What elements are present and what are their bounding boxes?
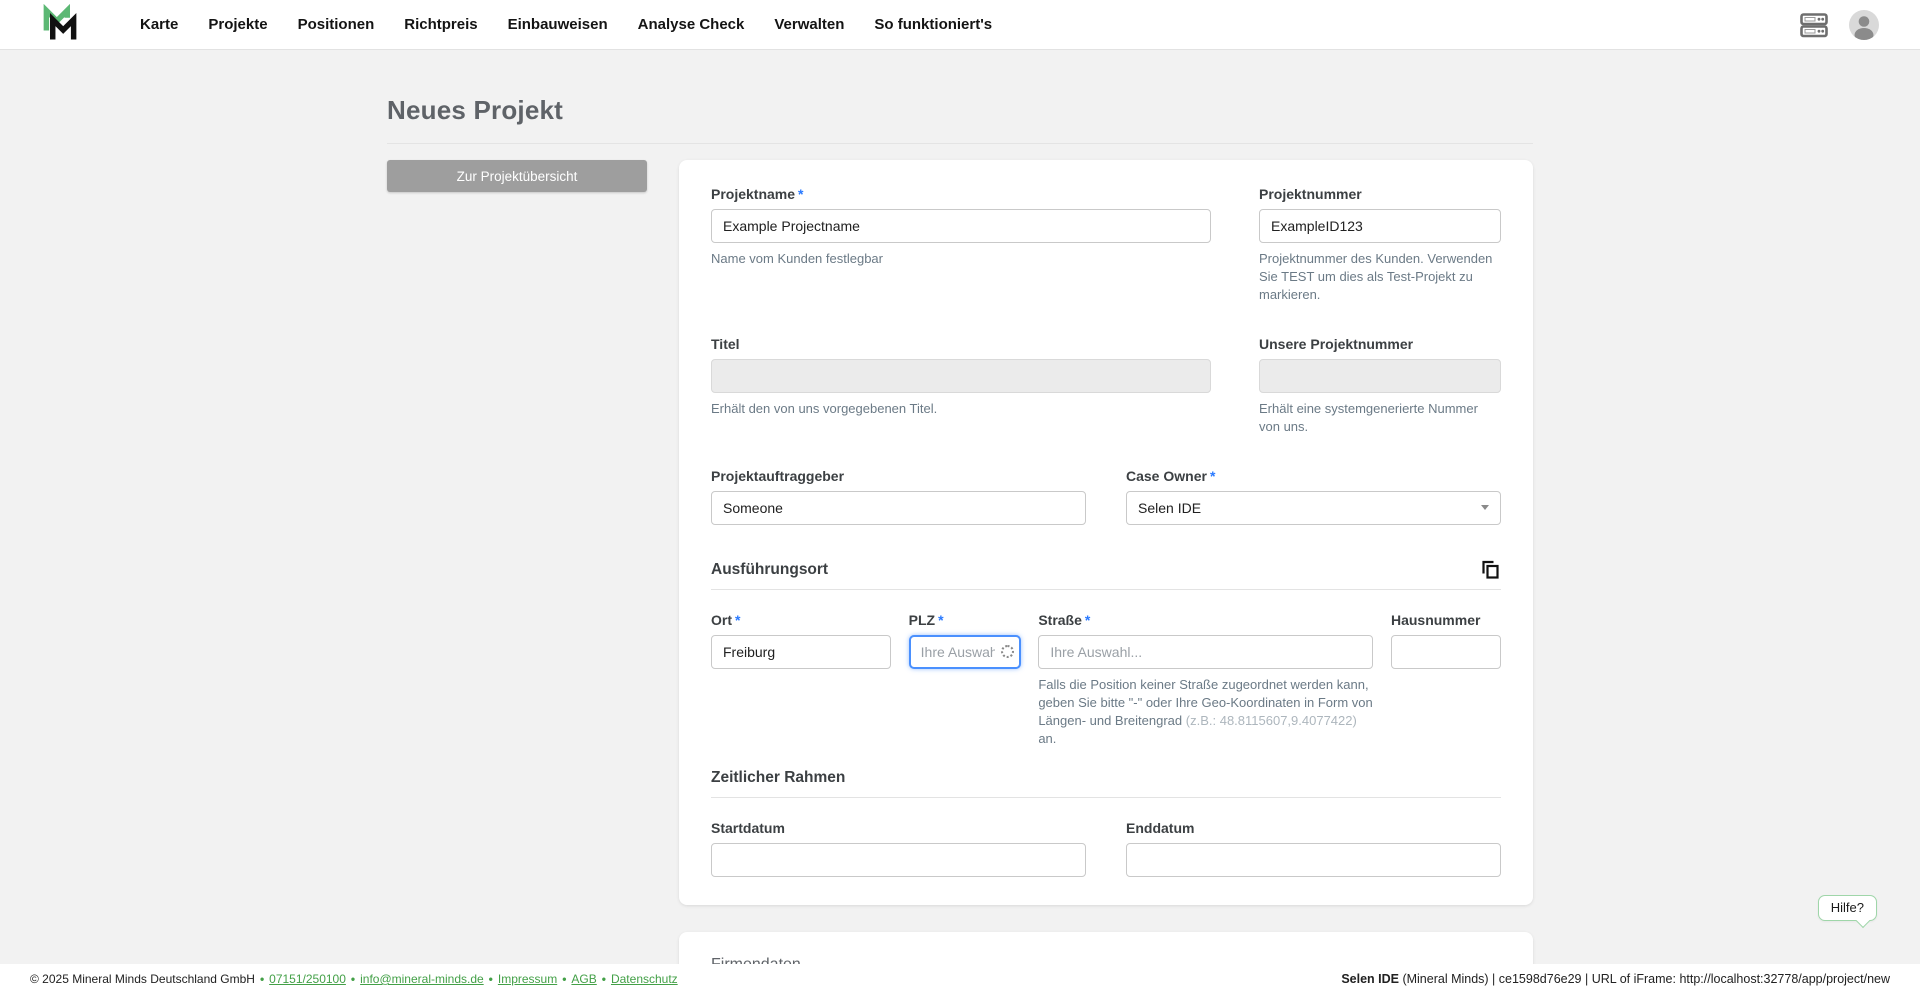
- nav-right-icons: [1800, 9, 1880, 41]
- unsere-projektnummer-label: Unsere Projektnummer: [1259, 335, 1414, 352]
- phone-link[interactable]: 07151/250100: [269, 972, 346, 986]
- startdatum-input[interactable]: [711, 843, 1086, 878]
- hilfe-button[interactable]: Hilfe?: [1817, 895, 1877, 929]
- case-owner-selected-value: Selen IDE: [1138, 499, 1202, 516]
- unsere-projektnummer-field: Unsere Projektnummer Erhält eine systemg…: [1259, 336, 1501, 436]
- unsere-projektnummer-hint: Erhält eine systemgenerierte Nummer von …: [1259, 400, 1478, 434]
- ort-input[interactable]: [711, 634, 891, 669]
- required-marker: *: [1084, 611, 1091, 628]
- hausnummer-field: Hausnummer: [1390, 611, 1501, 748]
- titel-field: Titel Erhält den von uns vorgegebenen Ti…: [711, 336, 1211, 436]
- ausfuehrungsort-section-header: Ausführungsort: [711, 559, 1501, 590]
- projektnummer-hint: Projektnummer des Kunden. Verwenden Sie …: [1259, 251, 1493, 302]
- footer-legal: © 2025 Mineral Minds Deutschland GmbH • …: [30, 972, 678, 986]
- titel-label: Titel: [711, 335, 740, 352]
- required-marker: *: [798, 186, 804, 202]
- plz-label: PLZ *: [908, 611, 944, 628]
- email-link[interactable]: info@mineral-minds.de: [360, 972, 484, 986]
- projektname-input[interactable]: [711, 209, 1211, 243]
- nav-item-analyse-check[interactable]: Analyse Check: [637, 16, 745, 33]
- projektname-hint: Name vom Kunden festlegbar: [711, 251, 883, 266]
- enddatum-label: Enddatum: [1126, 820, 1195, 837]
- projektnummer-input[interactable]: [1259, 209, 1501, 243]
- projektauftraggeber-field: Projektauftraggeber: [711, 468, 1086, 525]
- top-navigation: Karte Projekte Positionen Richtpreis Ein…: [0, 0, 1920, 50]
- unsere-projektnummer-input: [1259, 358, 1501, 393]
- strasse-field: Straße* Falls die Position keiner Straße…: [1038, 611, 1374, 748]
- agb-link[interactable]: AGB: [571, 972, 597, 986]
- case-owner-label: Case Owner *: [1126, 467, 1216, 484]
- required-marker: *: [938, 611, 944, 628]
- session-user: Selen IDE: [1341, 972, 1399, 986]
- enddatum-input[interactable]: [1126, 843, 1501, 878]
- case-owner-field: Case Owner * Selen IDE: [1126, 468, 1501, 525]
- titel-hint: Erhält den von uns vorgegebenen Titel.: [711, 400, 938, 416]
- ort-field: Ort *: [711, 612, 891, 748]
- loading-spinner-icon: [1000, 644, 1014, 658]
- projektauftraggeber-label: Projektauftraggeber: [711, 467, 845, 484]
- main-menu: Karte Projekte Positionen Richtpreis Ein…: [140, 16, 992, 33]
- ausfuehrungsort-heading: Ausführungsort: [711, 560, 829, 578]
- titel-input: [711, 358, 1211, 393]
- page-title: Neues Projekt: [387, 95, 1533, 144]
- zur-projektuebersicht-button[interactable]: Zur Projektübersicht: [387, 160, 647, 192]
- server-stack-icon[interactable]: [1800, 11, 1828, 39]
- footer: © 2025 Mineral Minds Deutschland GmbH • …: [0, 964, 1920, 994]
- case-owner-select[interactable]: Selen IDE: [1126, 490, 1501, 525]
- strasse-label: Straße *: [1038, 611, 1091, 628]
- required-marker: *: [1209, 467, 1216, 484]
- projektnummer-label: Projektnummer: [1259, 186, 1362, 202]
- projektname-field: Projektname* Name vom Kunden festlegbar: [711, 186, 1211, 304]
- strasse-hint: Falls die Position keiner Straße zugeord…: [1038, 676, 1373, 746]
- session-status-text: Selen IDE (Mineral Minds) | ce1598d76e29…: [1341, 972, 1890, 986]
- chevron-down-icon: [1481, 505, 1489, 511]
- nav-item-so-funktionierts[interactable]: So funktioniert's: [874, 16, 993, 33]
- hausnummer-input[interactable]: [1390, 634, 1501, 669]
- hilfe-label: Hilfe?: [1830, 900, 1864, 915]
- firmendaten-heading: Firmendaten: [711, 956, 801, 964]
- ort-label: Ort *: [711, 611, 741, 628]
- zeitlicher-rahmen-heading: Zeitlicher Rahmen: [711, 769, 846, 787]
- enddatum-field: Enddatum: [1126, 820, 1501, 878]
- user-avatar-icon[interactable]: [1848, 9, 1880, 41]
- projektnummer-field: Projektnummer Projektnummer des Kunden. …: [1259, 186, 1501, 304]
- projektname-label: Projektname *: [711, 186, 804, 202]
- strasse-input[interactable]: [1038, 634, 1374, 669]
- copy-icon[interactable]: [1479, 559, 1501, 581]
- startdatum-field: Startdatum: [711, 820, 1086, 878]
- nav-item-verwalten[interactable]: Verwalten: [774, 16, 845, 33]
- nav-item-projekte[interactable]: Projekte: [208, 16, 268, 33]
- nav-item-einbauweisen[interactable]: Einbauweisen: [507, 16, 608, 33]
- projektauftraggeber-input[interactable]: [711, 490, 1086, 525]
- nav-item-positionen[interactable]: Positionen: [297, 16, 375, 33]
- impressum-link[interactable]: Impressum: [497, 972, 558, 986]
- zeitlicher-rahmen-section-header: Zeitlicher Rahmen: [711, 769, 1501, 799]
- startdatum-label: Startdatum: [711, 820, 785, 837]
- nav-item-karte[interactable]: Karte: [140, 16, 179, 33]
- main-content: Neues Projekt Zur Projektübersicht Proje…: [0, 50, 1920, 964]
- firmendaten-card: Firmendaten: [679, 932, 1533, 964]
- required-marker: *: [735, 611, 741, 628]
- firmendaten-section-header: Firmendaten: [711, 956, 1501, 964]
- hausnummer-label: Hausnummer: [1390, 611, 1481, 628]
- datenschutz-link[interactable]: Datenschutz: [610, 972, 678, 986]
- copyright-text: © 2025 Mineral Minds Deutschland GmbH: [30, 972, 255, 986]
- mineral-minds-logo-icon[interactable]: [40, 3, 80, 46]
- new-project-form-card: Projektname* Name vom Kunden festlegbar …: [679, 160, 1533, 906]
- plz-field: PLZ *: [908, 611, 1021, 748]
- nav-item-richtpreis[interactable]: Richtpreis: [404, 16, 478, 33]
